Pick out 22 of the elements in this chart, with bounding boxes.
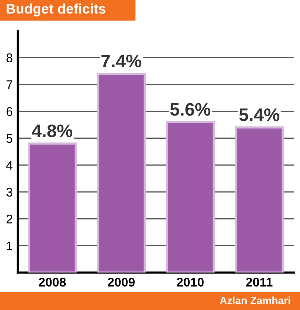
x-tick-label: 2011 <box>246 278 273 287</box>
chart-title: Budget deficits <box>6 4 106 17</box>
y-tick-label: 6 <box>6 107 13 116</box>
data-label: 5.6% <box>170 103 211 116</box>
data-label: 7.4% <box>102 54 142 68</box>
y-tick-label: 8 <box>6 54 13 63</box>
text: Azlan Zamhari <box>220 296 290 304</box>
x-tick-label: 2008 <box>39 278 66 287</box>
bar <box>28 142 78 273</box>
data-label: 5.4% <box>239 108 280 122</box>
y-tick-label: 7 <box>6 80 13 90</box>
bar <box>166 121 216 273</box>
bar <box>234 126 284 273</box>
y-tick-label: 4 <box>6 161 13 170</box>
y-tick-label: 3 <box>6 188 13 197</box>
data-label: 4.8% <box>32 124 73 138</box>
y-tick-label: 2 <box>6 214 13 224</box>
y-tick-label: 5 <box>6 134 13 144</box>
bar <box>96 72 146 273</box>
x-tick-label: 2009 <box>108 278 135 287</box>
y-tick-label: 1 <box>7 242 13 250</box>
x-tick-label: 2010 <box>177 278 204 287</box>
